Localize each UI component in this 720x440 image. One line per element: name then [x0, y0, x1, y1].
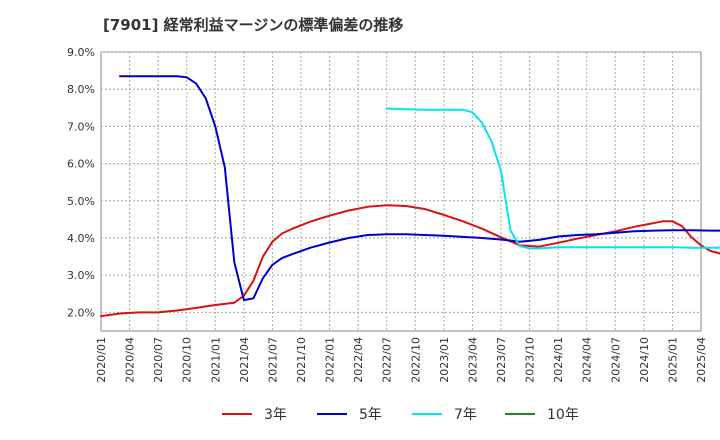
legend-label-5年: 5年 [359, 407, 382, 423]
series-line-3年 [100, 204, 720, 318]
x-tick-label: 2020/01 [95, 337, 108, 383]
chart-title: [7901] 経常利益マージンの標準偏差の推移 [103, 16, 404, 34]
x-tick-label: 2024/07 [609, 337, 622, 383]
x-tick-label: 2025/01 [666, 337, 679, 383]
y-tick-label: 4.0% [67, 232, 95, 245]
legend-label-3年: 3年 [264, 407, 287, 423]
series-lines [100, 75, 720, 318]
y-axis-ticks: 2.0% 3.0% 4.0% 5.0% 6.0% 7.0% 8.0% 9.0% [67, 46, 95, 319]
x-tick-label: 2021/04 [238, 337, 251, 383]
x-tick-label: 2023/10 [524, 337, 537, 383]
x-tick-label: 2022/01 [324, 337, 337, 383]
x-tick-label: 2023/04 [466, 337, 479, 383]
x-axis-ticks: 2020/01 2020/04 2020/07 2020/10 2021/01 2021/… [95, 337, 708, 383]
x-tick-label: 2022/04 [352, 337, 365, 383]
x-tick-label: 2021/10 [295, 337, 308, 383]
x-tick-label: 2020/04 [124, 337, 137, 383]
x-tick-label: 2023/07 [495, 337, 508, 383]
x-tick-label: 2022/07 [381, 337, 394, 383]
x-tick-label: 2020/10 [181, 337, 194, 383]
x-tick-label: 2025/04 [695, 337, 708, 383]
y-tick-label: 9.0% [67, 46, 95, 59]
y-tick-label: 6.0% [67, 158, 95, 171]
x-tick-label: 2021/07 [266, 337, 279, 383]
y-tick-label: 2.0% [67, 306, 95, 319]
legend: 3年 5年 7年 10年 [222, 407, 579, 423]
x-tick-label: 2023/01 [438, 337, 451, 383]
x-tick-label: 2024/01 [552, 337, 565, 383]
series-line-7年 [385, 107, 720, 250]
legend-label-7年: 7年 [454, 407, 477, 423]
plot-area [100, 51, 702, 332]
y-tick-label: 5.0% [67, 195, 95, 208]
x-tick-label: 2022/10 [409, 337, 422, 383]
y-tick-label: 7.0% [67, 120, 95, 133]
grid-lines [101, 51, 701, 331]
series-line-5年 [119, 75, 720, 302]
y-tick-label: 3.0% [67, 269, 95, 282]
x-tick-label: 2021/01 [209, 337, 222, 383]
x-tick-label: 2024/10 [638, 337, 651, 383]
y-tick-label: 8.0% [67, 83, 95, 96]
x-tick-label: 2024/04 [581, 337, 594, 383]
legend-label-10年: 10年 [547, 407, 579, 423]
x-tick-label: 2020/07 [152, 337, 165, 383]
